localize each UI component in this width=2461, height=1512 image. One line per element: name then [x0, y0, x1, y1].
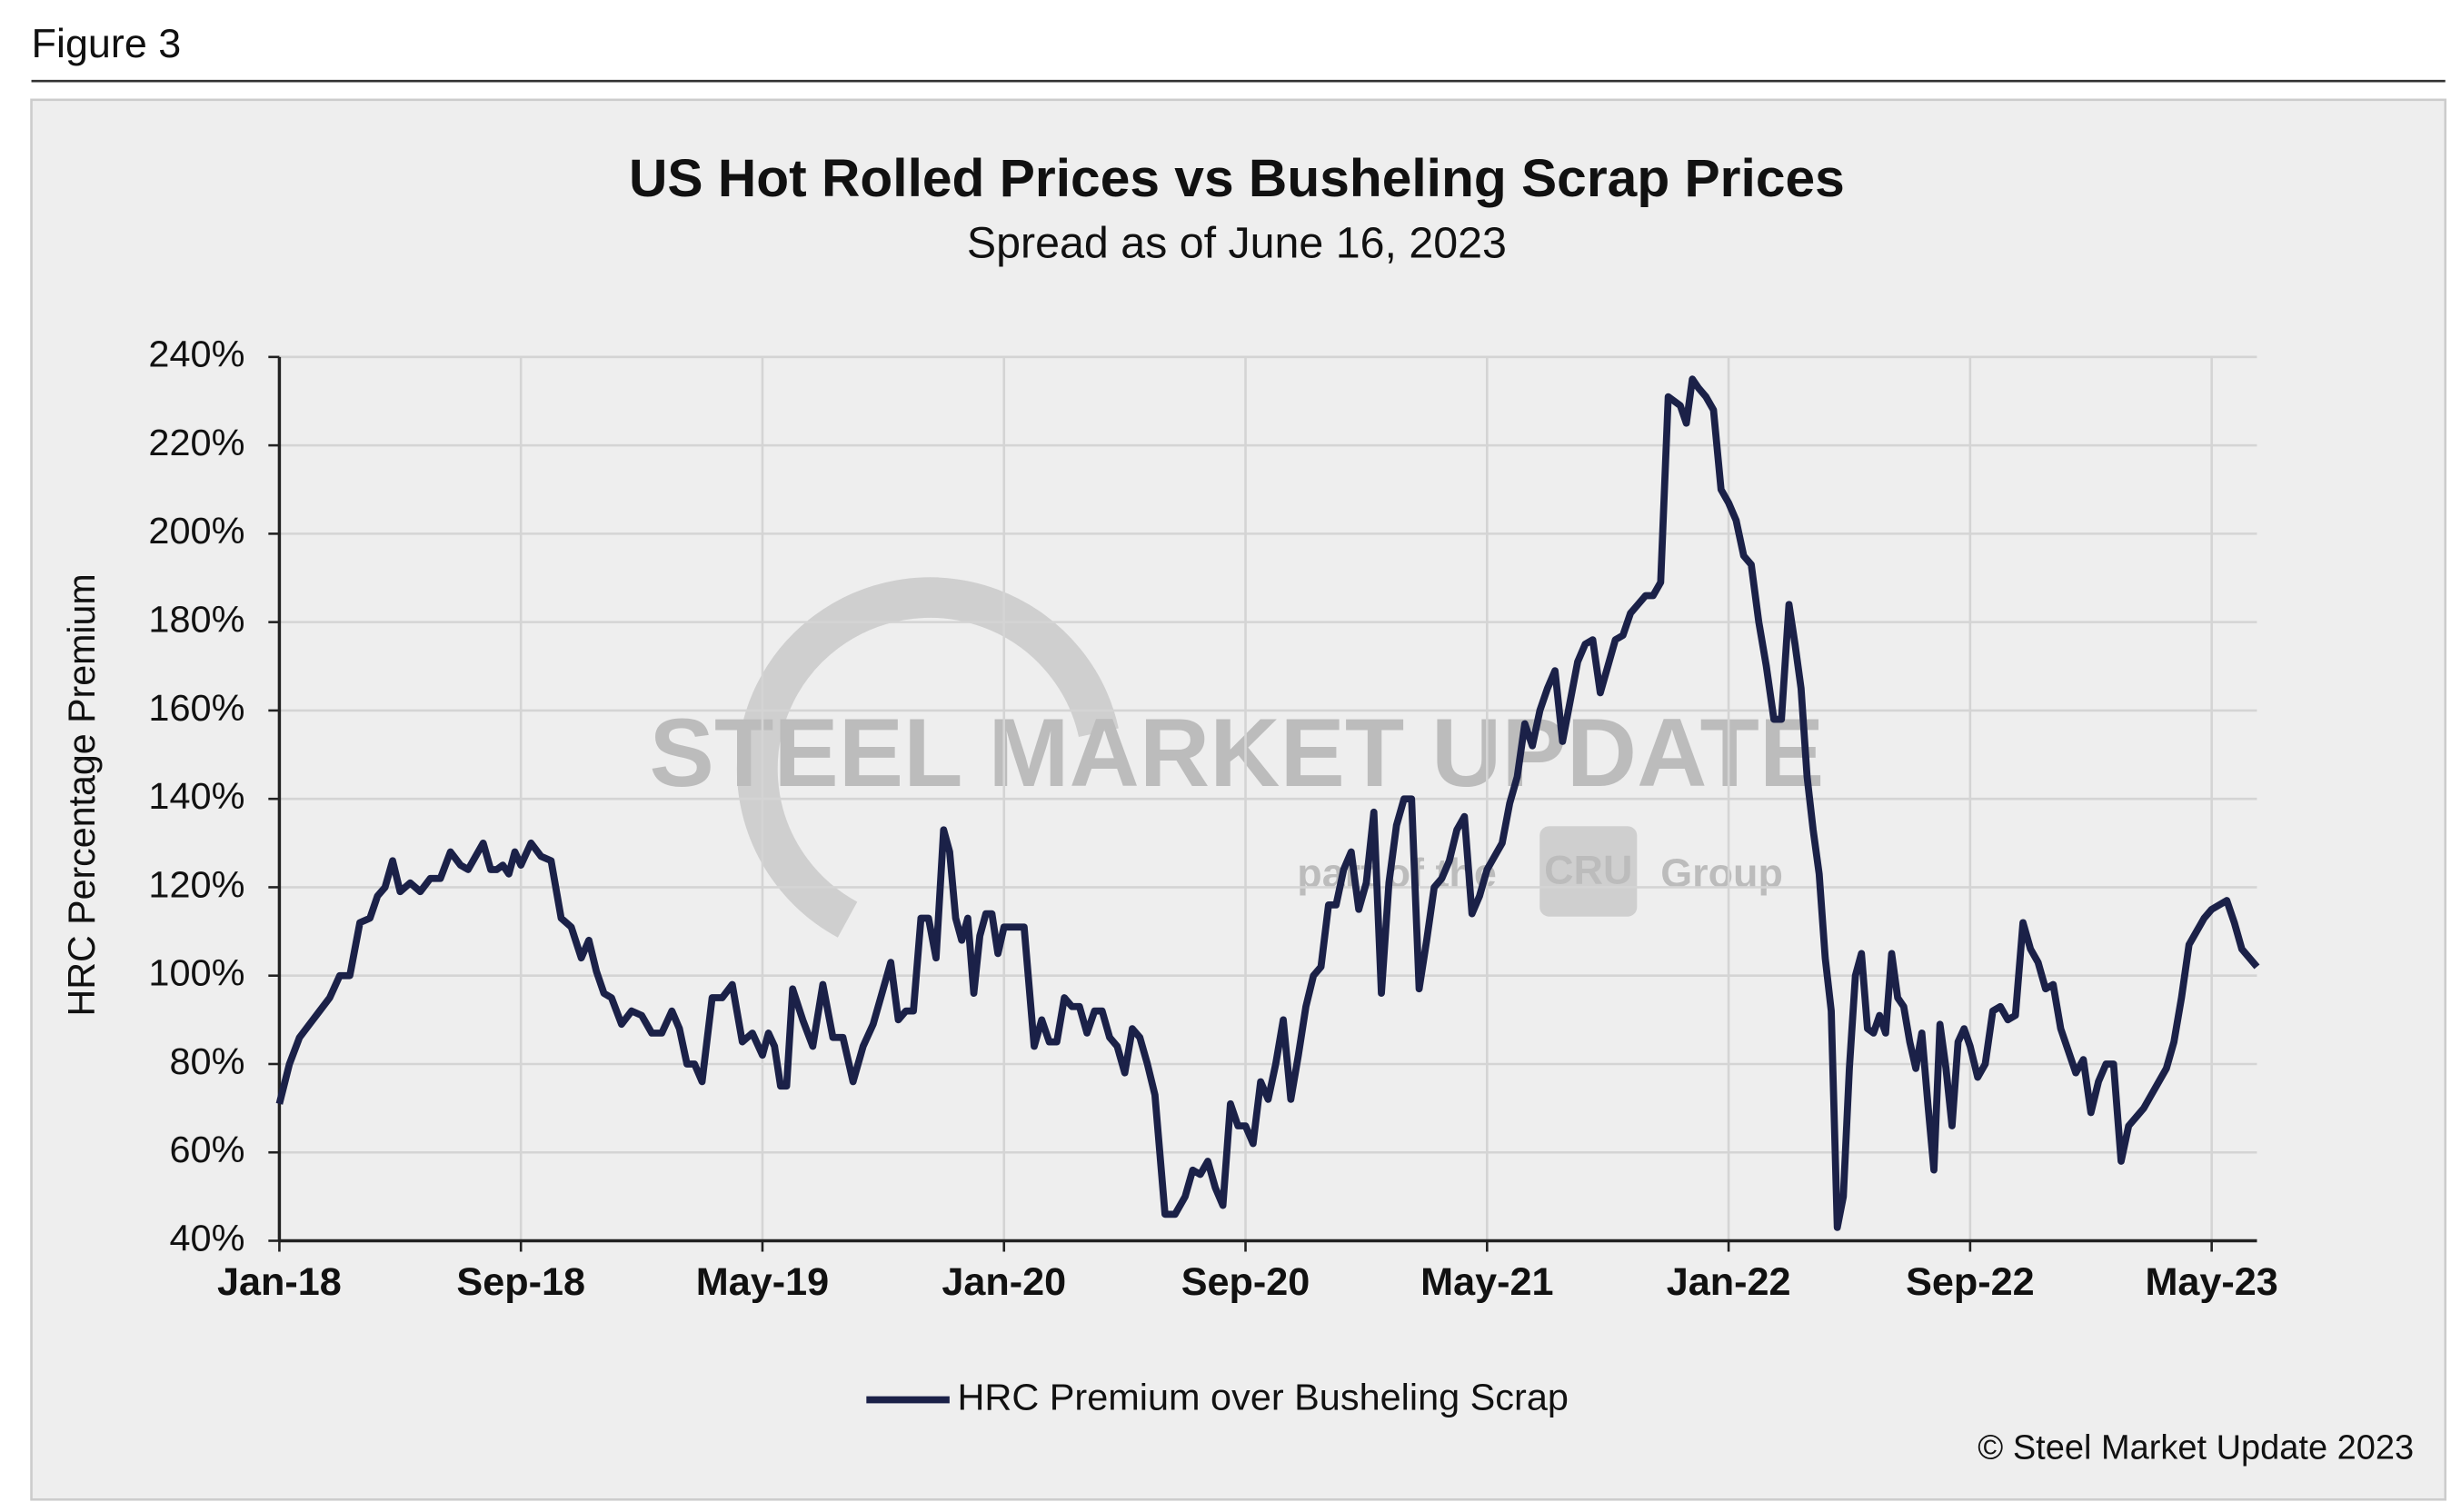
- y-tick-label: 200%: [148, 510, 244, 552]
- x-tick-label: Sep-22: [1906, 1260, 2035, 1304]
- y-tick-label: 100%: [148, 952, 244, 994]
- legend-label: HRC Premium over Busheling Scrap: [957, 1376, 1568, 1418]
- x-tick-label: Sep-20: [1181, 1260, 1310, 1304]
- source-note: © Steel Market Update 2023: [1978, 1428, 2414, 1467]
- x-tick-label: Jan-22: [1667, 1260, 1791, 1304]
- y-tick-label: 60%: [169, 1129, 244, 1170]
- chart-subtitle: Spread as of June 16, 2023: [967, 219, 1507, 268]
- watermark-logo: CRU: [1544, 848, 1632, 893]
- x-tick-label: May-21: [1420, 1260, 1553, 1304]
- chart-title: US Hot Rolled Prices vs Busheling Scrap …: [629, 149, 1845, 208]
- data-line: [275, 375, 2260, 1231]
- watermark-logo-box: [1539, 826, 1638, 917]
- watermark-group: Group: [1660, 850, 1783, 896]
- y-tick-label: 120%: [148, 863, 244, 905]
- y-tick-label: 240%: [148, 333, 244, 375]
- x-tick-label: Sep-18: [456, 1260, 585, 1304]
- watermark-arc: [736, 577, 1119, 938]
- y-tick-label: 160%: [148, 687, 244, 729]
- watermark-brand: STEEL MARKET UPDATE: [650, 699, 1825, 808]
- y-tick-label: 220%: [148, 422, 244, 463]
- y-tick-label: 40%: [169, 1218, 244, 1259]
- figure-label: Figure 3: [32, 21, 182, 66]
- y-tick-label: 140%: [148, 775, 244, 817]
- y-tick-label: 180%: [148, 599, 244, 641]
- y-tick-label: 80%: [169, 1040, 244, 1082]
- x-tick-label: Jan-18: [217, 1260, 342, 1304]
- y-axis-title: HRC Percentage Premium: [61, 573, 103, 1016]
- x-tick-label: May-23: [2145, 1260, 2277, 1304]
- x-tick-label: May-19: [696, 1260, 829, 1304]
- x-tick-label: Jan-20: [942, 1260, 1066, 1304]
